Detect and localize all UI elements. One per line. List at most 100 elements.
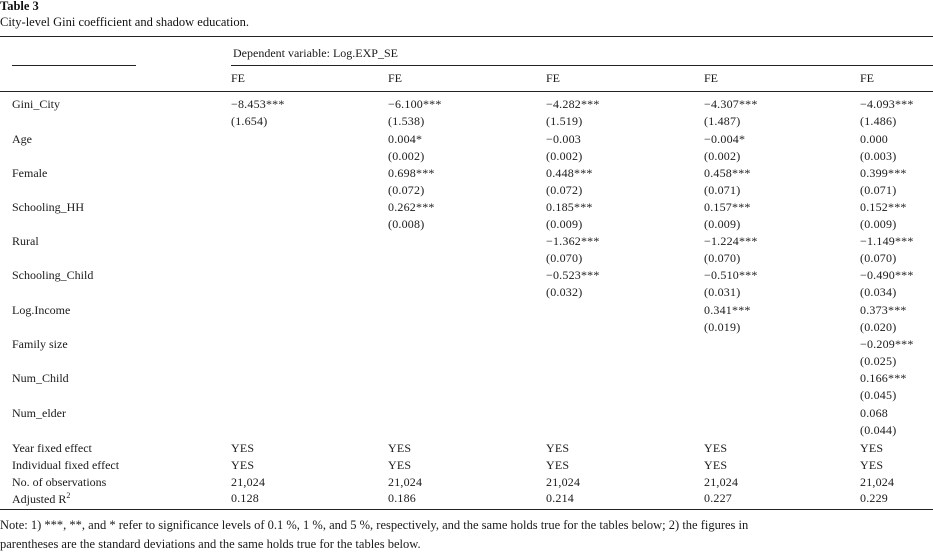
coefficient-cell: 0.448*** xyxy=(546,166,593,180)
footer-row-label: Year fixed effect xyxy=(12,441,92,455)
std-error-cell: (0.072) xyxy=(388,183,425,197)
footer-cell: 0.214 xyxy=(546,491,574,505)
row-label: Schooling_Child xyxy=(12,268,94,282)
coefficient-cell: −0.004* xyxy=(704,132,746,146)
dependent-variable-label: Dependent variable: Log.EXP_SE xyxy=(233,46,398,60)
coefficient-cell: 0.458*** xyxy=(704,166,751,180)
coefficient-cell: 0.185*** xyxy=(546,200,593,214)
std-error-cell: (1.487) xyxy=(704,114,741,128)
row-label: Log.Income xyxy=(12,303,71,317)
coefficient-cell: 0.262*** xyxy=(388,200,435,214)
spanner-rule xyxy=(231,65,933,66)
std-error-cell: (0.002) xyxy=(388,149,425,163)
std-error-cell: (0.070) xyxy=(546,251,583,265)
std-error-cell: (0.020) xyxy=(860,320,897,334)
coefficient-cell: −0.510*** xyxy=(704,268,758,282)
coefficient-cell: −8.453*** xyxy=(231,97,285,111)
footer-cell: 21,024 xyxy=(231,475,266,489)
coefficient-cell: −0.490*** xyxy=(860,268,914,282)
column-header: FE xyxy=(546,71,561,85)
std-error-cell: (0.008) xyxy=(388,217,425,231)
column-header: FE xyxy=(388,71,403,85)
std-error-cell: (0.002) xyxy=(546,149,583,163)
coefficient-cell: −6.100*** xyxy=(388,97,442,111)
footer-row-label: Adjusted R2 xyxy=(12,491,71,506)
std-error-cell: (1.538) xyxy=(388,114,425,128)
coefficient-cell: 0.004* xyxy=(388,132,423,146)
coefficient-cell: −4.093*** xyxy=(860,97,914,111)
std-error-cell: (1.486) xyxy=(860,114,897,128)
coefficient-cell: −1.149*** xyxy=(860,234,914,248)
std-error-cell: (1.654) xyxy=(231,114,268,128)
footer-cell: 0.186 xyxy=(388,491,416,505)
footer-cell: YES xyxy=(546,441,570,455)
footer-cell: 0.128 xyxy=(231,491,259,505)
column-header: FE xyxy=(860,71,875,85)
std-error-cell: (0.009) xyxy=(860,217,897,231)
coefficient-cell: 0.157*** xyxy=(704,200,751,214)
r-squared-superscript: 2 xyxy=(66,491,71,500)
std-error-cell: (1.519) xyxy=(546,114,583,128)
std-error-cell: (0.071) xyxy=(860,183,897,197)
std-error-cell: (0.032) xyxy=(546,285,583,299)
stub-rule xyxy=(12,65,136,66)
std-error-cell: (0.072) xyxy=(546,183,583,197)
coefficient-cell: 0.399*** xyxy=(860,166,907,180)
coefficient-cell: 0.698*** xyxy=(388,166,435,180)
row-label: Family size xyxy=(12,337,68,351)
column-header: FE xyxy=(231,71,246,85)
footer-cell: 21,024 xyxy=(860,475,895,489)
footer-cell: YES xyxy=(860,458,884,472)
column-header: FE xyxy=(704,71,719,85)
bottom-rule xyxy=(0,509,933,510)
footer-cell: 0.229 xyxy=(860,491,888,505)
top-rule xyxy=(0,36,933,37)
std-error-cell: (0.071) xyxy=(704,183,741,197)
footer-cell: YES xyxy=(388,458,412,472)
table-note-line-2: parentheses are the standard deviations … xyxy=(0,537,421,551)
std-error-cell: (0.009) xyxy=(546,217,583,231)
table-note-line-1: Note: 1) ***, **, and * refer to signifi… xyxy=(0,518,749,532)
row-label: Age xyxy=(12,132,32,146)
footer-cell: 0.227 xyxy=(704,491,732,505)
footer-row-label: No. of observations xyxy=(12,475,107,489)
coefficient-cell: 0.166*** xyxy=(860,371,907,385)
coefficient-cell: 0.000 xyxy=(860,132,888,146)
footer-cell: YES xyxy=(860,441,884,455)
coefficient-cell: 0.068 xyxy=(860,406,888,420)
std-error-cell: (0.034) xyxy=(860,285,897,299)
coefficient-cell: −1.224*** xyxy=(704,234,758,248)
std-error-cell: (0.070) xyxy=(704,251,741,265)
std-error-cell: (0.044) xyxy=(860,423,897,437)
coefficient-cell: −0.209*** xyxy=(860,337,914,351)
coefficient-cell: −0.003 xyxy=(546,132,581,146)
row-label: Num_elder xyxy=(12,406,66,420)
coefficient-cell: −4.282*** xyxy=(546,97,600,111)
footer-cell: YES xyxy=(231,458,255,472)
row-label: Female xyxy=(12,166,48,180)
table-caption: City-level Gini coefficient and shadow e… xyxy=(0,15,249,29)
std-error-cell: (0.003) xyxy=(860,149,897,163)
std-error-cell: (0.045) xyxy=(860,388,897,402)
footer-cell: YES xyxy=(704,441,728,455)
row-label: Num_Child xyxy=(12,371,69,385)
std-error-cell: (0.025) xyxy=(860,354,897,368)
std-error-cell: (0.002) xyxy=(704,149,741,163)
footer-cell: 21,024 xyxy=(546,475,581,489)
header-rule xyxy=(0,91,933,92)
footer-cell: 21,024 xyxy=(388,475,423,489)
footer-cell: YES xyxy=(546,458,570,472)
table-title: Table 3 xyxy=(0,0,39,13)
std-error-cell: (0.019) xyxy=(704,320,741,334)
footer-row-label: Individual fixed effect xyxy=(12,458,120,472)
std-error-cell: (0.031) xyxy=(704,285,741,299)
coefficient-cell: −1.362*** xyxy=(546,234,600,248)
coefficient-cell: −0.523*** xyxy=(546,268,600,282)
footer-cell: YES xyxy=(704,458,728,472)
footer-cell: YES xyxy=(388,441,412,455)
coefficient-cell: 0.373*** xyxy=(860,303,907,317)
row-label: Schooling_HH xyxy=(12,200,84,214)
coefficient-cell: −4.307*** xyxy=(704,97,758,111)
std-error-cell: (0.009) xyxy=(704,217,741,231)
footer-cell: YES xyxy=(231,441,255,455)
